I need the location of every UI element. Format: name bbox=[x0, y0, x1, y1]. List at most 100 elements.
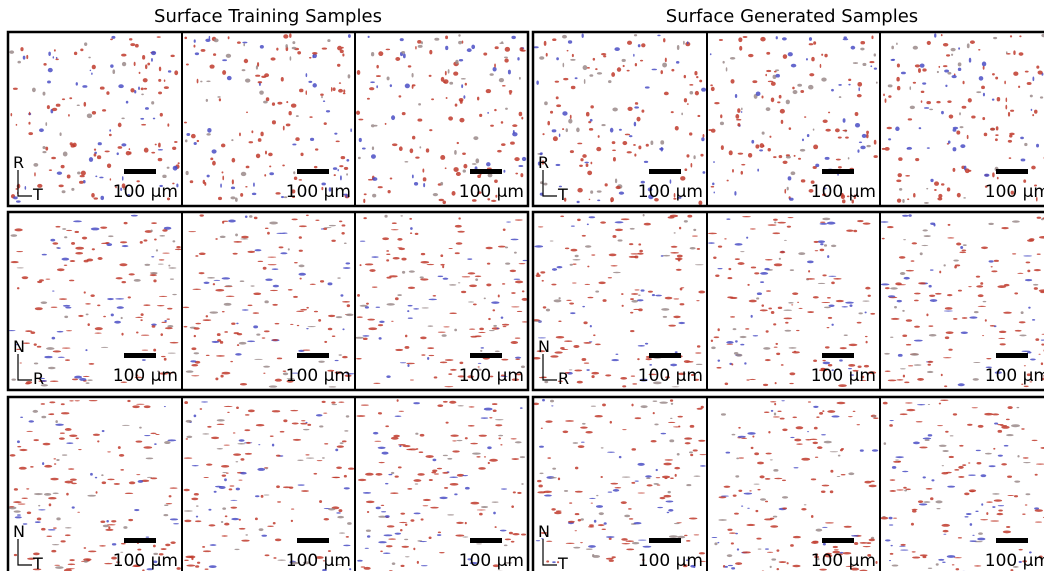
speckle bbox=[465, 83, 467, 86]
speckle bbox=[718, 328, 720, 331]
speckle bbox=[900, 368, 906, 369]
speckle bbox=[220, 236, 226, 238]
speckle bbox=[292, 41, 295, 44]
speckle bbox=[792, 416, 797, 418]
speckle bbox=[58, 184, 63, 187]
speckle bbox=[680, 303, 685, 305]
speckle bbox=[204, 477, 209, 478]
speckle bbox=[577, 143, 582, 145]
speckle bbox=[222, 59, 227, 61]
speckle bbox=[239, 519, 241, 521]
speckle bbox=[735, 340, 738, 342]
speckle bbox=[486, 247, 493, 249]
speckle bbox=[630, 330, 634, 332]
speckle bbox=[362, 148, 366, 150]
speckle bbox=[365, 263, 374, 265]
speckle bbox=[273, 285, 279, 288]
speckle bbox=[998, 430, 1003, 433]
speckle bbox=[19, 449, 27, 451]
speckle bbox=[479, 328, 484, 331]
speckle bbox=[150, 272, 157, 274]
speckle bbox=[699, 80, 702, 83]
speckle bbox=[242, 42, 247, 44]
speckle bbox=[410, 232, 412, 234]
speckle bbox=[821, 490, 826, 492]
speckle bbox=[836, 300, 844, 302]
speckle bbox=[129, 38, 132, 40]
speckle bbox=[914, 293, 921, 295]
speckle bbox=[824, 244, 827, 246]
speckle bbox=[192, 289, 201, 290]
speckle bbox=[890, 490, 897, 492]
speckle bbox=[194, 39, 196, 42]
speckle bbox=[331, 477, 340, 478]
speckle bbox=[622, 59, 626, 62]
speckle bbox=[428, 325, 434, 327]
speckle bbox=[207, 277, 215, 279]
speckle bbox=[240, 472, 247, 475]
speckle bbox=[381, 511, 386, 512]
speckle bbox=[773, 219, 778, 221]
speckle bbox=[164, 504, 168, 505]
speckle bbox=[228, 220, 236, 223]
speckle bbox=[504, 58, 508, 62]
speckle bbox=[438, 332, 446, 333]
speckle bbox=[1040, 447, 1044, 449]
speckle bbox=[554, 351, 562, 353]
speckle bbox=[865, 287, 870, 290]
speckle bbox=[260, 45, 264, 49]
speckle bbox=[440, 362, 447, 364]
speckle bbox=[322, 401, 326, 403]
speckle bbox=[777, 411, 781, 412]
speckle bbox=[413, 308, 419, 309]
speckle bbox=[447, 514, 454, 515]
speckle bbox=[857, 322, 862, 324]
speckle bbox=[992, 73, 995, 75]
speckle bbox=[383, 553, 391, 554]
speckle bbox=[459, 362, 463, 364]
speckle bbox=[575, 513, 580, 515]
speckle bbox=[373, 432, 378, 435]
speckle bbox=[1009, 133, 1014, 136]
speckle bbox=[224, 445, 230, 446]
speckle bbox=[947, 486, 955, 488]
speckle bbox=[178, 162, 180, 164]
speckle bbox=[309, 57, 311, 59]
speckle bbox=[671, 69, 674, 72]
speckle bbox=[929, 285, 932, 288]
speckle bbox=[984, 174, 989, 177]
speckle bbox=[941, 524, 950, 527]
sample-panel: 100 µm bbox=[356, 34, 526, 204]
speckle bbox=[779, 258, 781, 260]
speckle bbox=[995, 134, 998, 136]
axis-indicator bbox=[18, 170, 32, 196]
speckle bbox=[764, 268, 770, 271]
speckle bbox=[765, 259, 773, 260]
speckle bbox=[270, 436, 274, 437]
speckle bbox=[926, 101, 931, 104]
speckle bbox=[737, 108, 740, 113]
speckle bbox=[686, 484, 691, 486]
speckle bbox=[756, 91, 761, 96]
scale-label: 100 µm bbox=[113, 182, 178, 202]
speckle bbox=[831, 89, 834, 92]
speckle bbox=[174, 70, 178, 75]
speckle bbox=[365, 473, 374, 476]
speckle bbox=[358, 119, 363, 121]
speckle bbox=[382, 452, 389, 455]
speckle bbox=[839, 359, 843, 361]
speckle bbox=[415, 156, 419, 158]
speckle bbox=[958, 68, 961, 71]
speckle bbox=[728, 268, 731, 270]
speckle bbox=[619, 456, 622, 458]
speckle bbox=[57, 171, 62, 174]
speckle bbox=[854, 542, 858, 545]
speckle bbox=[625, 134, 630, 136]
speckle bbox=[595, 344, 601, 346]
speckle bbox=[217, 424, 225, 425]
speckle bbox=[612, 556, 616, 558]
speckle bbox=[346, 313, 354, 316]
speckle bbox=[51, 157, 56, 160]
speckle bbox=[144, 264, 150, 266]
speckle bbox=[602, 529, 606, 530]
